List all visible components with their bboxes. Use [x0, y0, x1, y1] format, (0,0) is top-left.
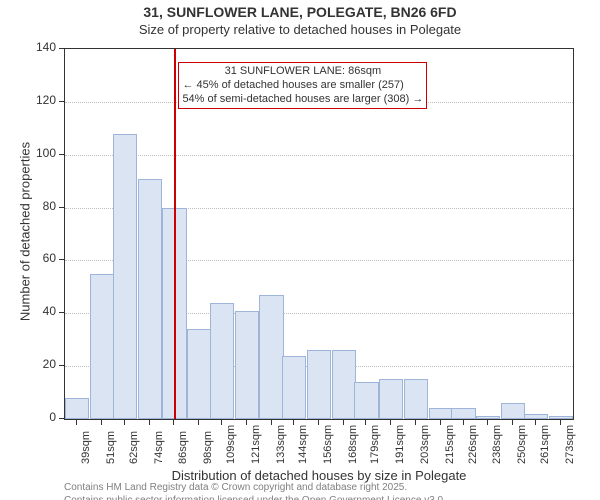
- histogram-bar: [379, 379, 403, 419]
- y-tick-label: 40: [26, 304, 56, 318]
- y-tick-label: 0: [26, 410, 56, 424]
- x-tick: [440, 420, 441, 425]
- x-tick-label: 86sqm: [177, 431, 189, 464]
- y-tick-label: 120: [26, 93, 56, 107]
- y-axis-label: Number of detached properties: [18, 132, 33, 332]
- x-tick-label: 121sqm: [250, 425, 262, 464]
- histogram-bar: [332, 350, 356, 419]
- x-tick-label: 51sqm: [105, 431, 117, 464]
- y-tick: [59, 101, 64, 102]
- title-sub: Size of property relative to detached ho…: [0, 22, 600, 37]
- x-tick: [124, 420, 125, 425]
- x-tick: [512, 420, 513, 425]
- x-tick-label: 62sqm: [128, 431, 140, 464]
- x-tick-label: 191sqm: [394, 425, 406, 464]
- callout-line: 54% of semi-detached houses are larger (…: [182, 93, 423, 107]
- x-tick-label: 203sqm: [419, 425, 431, 464]
- x-tick-label: 74sqm: [153, 431, 165, 464]
- histogram-bar: [282, 356, 306, 419]
- y-tick-label: 100: [26, 146, 56, 160]
- x-tick-label: 39sqm: [80, 431, 92, 464]
- histogram-bar: [404, 379, 428, 419]
- callout-line: ← 45% of detached houses are smaller (25…: [182, 79, 423, 93]
- x-tick: [390, 420, 391, 425]
- histogram-bar: [476, 416, 500, 419]
- x-tick: [415, 420, 416, 425]
- x-tick: [101, 420, 102, 425]
- histogram-bar: [259, 295, 283, 419]
- y-tick: [59, 154, 64, 155]
- histogram-bar: [65, 398, 89, 419]
- y-tick: [59, 418, 64, 419]
- histogram-bar: [524, 414, 548, 419]
- histogram-bar: [549, 416, 573, 419]
- y-tick: [59, 259, 64, 260]
- x-tick: [463, 420, 464, 425]
- credits-text: Contains HM Land Registry data © Crown c…: [64, 482, 446, 500]
- x-tick-label: 109sqm: [225, 425, 237, 464]
- histogram-bar: [451, 408, 475, 419]
- x-tick-label: 273sqm: [564, 425, 576, 464]
- x-tick: [198, 420, 199, 425]
- x-tick: [365, 420, 366, 425]
- histogram-bar: [354, 382, 378, 419]
- y-tick-label: 60: [26, 251, 56, 265]
- y-tick: [59, 207, 64, 208]
- x-axis-label: Distribution of detached houses by size …: [64, 468, 574, 483]
- y-tick: [59, 48, 64, 49]
- x-tick-label: 226sqm: [467, 425, 479, 464]
- x-tick: [271, 420, 272, 425]
- plot-area: 31 SUNFLOWER LANE: 86sqm← 45% of detache…: [64, 48, 574, 420]
- x-tick: [343, 420, 344, 425]
- x-tick-label: 250sqm: [516, 425, 528, 464]
- x-tick: [76, 420, 77, 425]
- x-tick-label: 238sqm: [491, 425, 503, 464]
- x-tick: [173, 420, 174, 425]
- x-tick: [535, 420, 536, 425]
- x-tick-label: 98sqm: [202, 431, 214, 464]
- chart-root: 31, SUNFLOWER LANE, POLEGATE, BN26 6FD S…: [0, 0, 600, 500]
- y-tick: [59, 312, 64, 313]
- x-tick: [560, 420, 561, 425]
- x-tick: [487, 420, 488, 425]
- x-tick-label: 156sqm: [322, 425, 334, 464]
- histogram-bar: [113, 134, 137, 419]
- histogram-bar: [429, 408, 453, 419]
- histogram-bar: [90, 274, 114, 419]
- callout-line: 31 SUNFLOWER LANE: 86sqm: [182, 65, 423, 79]
- x-tick: [246, 420, 247, 425]
- reference-callout: 31 SUNFLOWER LANE: 86sqm← 45% of detache…: [178, 62, 427, 109]
- credits-line-2: Contains public sector information licen…: [64, 495, 446, 500]
- x-tick-label: 179sqm: [369, 425, 381, 464]
- credits-line-1: Contains HM Land Registry data © Crown c…: [64, 482, 407, 493]
- reference-line: [174, 49, 176, 419]
- x-tick-label: 133sqm: [275, 425, 287, 464]
- histogram-bar: [501, 403, 525, 419]
- title-main: 31, SUNFLOWER LANE, POLEGATE, BN26 6FD: [0, 4, 600, 20]
- x-tick: [293, 420, 294, 425]
- histogram-bar: [210, 303, 234, 419]
- x-tick-label: 144sqm: [297, 425, 309, 464]
- histogram-bar: [307, 350, 331, 419]
- y-tick: [59, 365, 64, 366]
- x-tick-label: 261sqm: [539, 425, 551, 464]
- y-tick-label: 80: [26, 199, 56, 213]
- histogram-bar: [187, 329, 211, 419]
- y-tick-label: 20: [26, 357, 56, 371]
- histogram-bar: [138, 179, 162, 420]
- x-tick: [221, 420, 222, 425]
- x-tick-label: 215sqm: [444, 425, 456, 464]
- x-tick: [149, 420, 150, 425]
- y-tick-label: 140: [26, 40, 56, 54]
- histogram-bar: [235, 311, 259, 419]
- x-tick: [318, 420, 319, 425]
- x-tick-label: 168sqm: [347, 425, 359, 464]
- grid-line: [65, 155, 573, 156]
